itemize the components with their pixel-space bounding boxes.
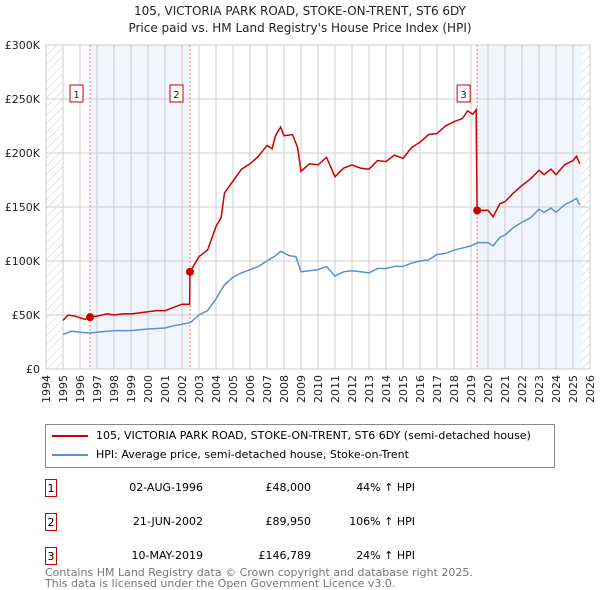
x-tick-label: 2001 <box>159 375 172 403</box>
legend-label: HPI: Average price, semi-detached house,… <box>96 448 409 461</box>
x-tick-label: 2000 <box>142 375 155 403</box>
legend-swatch-red <box>52 435 88 437</box>
x-tick-label: 2006 <box>244 375 257 403</box>
plot-frame <box>45 44 591 370</box>
x-tick-label: 1994 <box>40 375 53 403</box>
sale-row: 2 21-JUN-2002 £89,950 106% ↑ HPI <box>45 513 465 531</box>
chart-subtitle: Price paid vs. HM Land Registry's House … <box>128 21 472 35</box>
sale-label: 2 <box>173 90 179 101</box>
x-tick-label: 2023 <box>533 375 546 403</box>
x-tick-label: 2022 <box>516 375 529 403</box>
sale-date: 21-JUN-2002 <box>132 515 203 528</box>
legend: 105, VICTORIA PARK ROAD, STOKE-ON-TRENT,… <box>45 424 555 468</box>
sale-row: 1 02-AUG-1996 £48,000 44% ↑ HPI <box>45 479 465 497</box>
sale-hpi: 24% ↑ HPI <box>356 549 415 562</box>
sale-hpi: 106% ↑ HPI <box>349 515 415 528</box>
footer: Contains HM Land Registry data © Crown c… <box>45 567 473 589</box>
sale-point <box>473 206 482 215</box>
x-tick-label: 2002 <box>176 375 189 403</box>
x-tick-label: 2003 <box>193 375 206 403</box>
x-tick-label: 2005 <box>227 375 240 403</box>
x-tick-label: 2016 <box>414 375 427 403</box>
legend-item-hpi: HPI: Average price, semi-detached house,… <box>52 448 409 462</box>
legend-swatch-blue <box>52 454 88 456</box>
legend-label: 105, VICTORIA PARK ROAD, STOKE-ON-TRENT,… <box>96 429 531 442</box>
sale-price: £48,000 <box>265 481 312 494</box>
sale-number: 1 <box>45 479 57 497</box>
sale-label-box <box>456 84 471 103</box>
sale-price: £146,789 <box>258 549 312 562</box>
x-tick-label: 2011 <box>329 375 342 403</box>
sale-label-box <box>69 84 84 103</box>
hpi-line <box>62 197 581 336</box>
x-tick-label: 2012 <box>346 375 359 403</box>
sale-date: 02-AUG-1996 <box>129 481 203 494</box>
x-tick-label: 2004 <box>210 375 223 403</box>
x-tick-label: 2007 <box>261 375 274 403</box>
x-tick-label: 2010 <box>312 375 325 403</box>
chart-plot: 1994 1995 1996 1997 1998 1999 2000 2001 2002 2003… <box>5 39 597 403</box>
x-tick-label: 2020 <box>482 375 495 403</box>
x-tick-label: 2015 <box>397 375 410 403</box>
legend-item-property: 105, VICTORIA PARK ROAD, STOKE-ON-TRENT,… <box>52 429 531 443</box>
sale-point <box>185 267 194 276</box>
x-tick-label: 2021 <box>499 375 512 403</box>
sale-hpi: 44% ↑ HPI <box>356 481 415 494</box>
x-tick-label: 1996 <box>74 375 87 403</box>
x-tick-label: 2008 <box>278 375 291 403</box>
x-tick-label: 2024 <box>550 375 563 403</box>
x-tick-label: 2009 <box>295 375 308 403</box>
sale-point <box>86 313 95 322</box>
sale-number: 2 <box>45 513 57 531</box>
x-tick-label: 2018 <box>448 375 461 403</box>
x-tick-label: 2014 <box>380 375 393 403</box>
sale-label: 3 <box>460 90 466 101</box>
x-tick-label: 1998 <box>108 375 121 403</box>
y-tick-label: £200K <box>5 147 41 160</box>
y-tick-label: £250K <box>5 93 41 106</box>
y-tick-label: £50K <box>12 309 41 322</box>
chart-title: 105, VICTORIA PARK ROAD, STOKE-ON-TRENT,… <box>134 4 466 18</box>
footer-line: Contains HM Land Registry data © Crown c… <box>45 566 473 579</box>
y-tick-label: £0 <box>26 363 40 376</box>
sale-number: 3 <box>45 547 57 565</box>
y-tick-label: £100K <box>5 255 41 268</box>
x-tick-label: 2025 <box>567 375 580 403</box>
x-tick-label: 2026 <box>584 375 597 403</box>
x-tick-label: 2019 <box>465 375 478 403</box>
y-tick-label: £150K <box>5 201 41 214</box>
x-tick-label: 1995 <box>57 375 70 403</box>
x-tick-label: 1997 <box>91 375 104 403</box>
x-tick-label: 1999 <box>125 375 138 403</box>
footer-line: This data is licensed under the Open Gov… <box>45 577 396 590</box>
sale-row: 3 10-MAY-2019 £146,789 24% ↑ HPI <box>45 547 465 565</box>
sale-label-box <box>169 84 184 103</box>
sale-price: £89,950 <box>265 515 312 528</box>
property-line <box>62 107 581 321</box>
x-tick-label: 2013 <box>363 375 376 403</box>
x-tick-label: 2017 <box>431 375 444 403</box>
sale-date: 10-MAY-2019 <box>131 549 203 562</box>
y-tick-label: £300K <box>5 39 41 52</box>
sale-label: 1 <box>73 90 79 101</box>
